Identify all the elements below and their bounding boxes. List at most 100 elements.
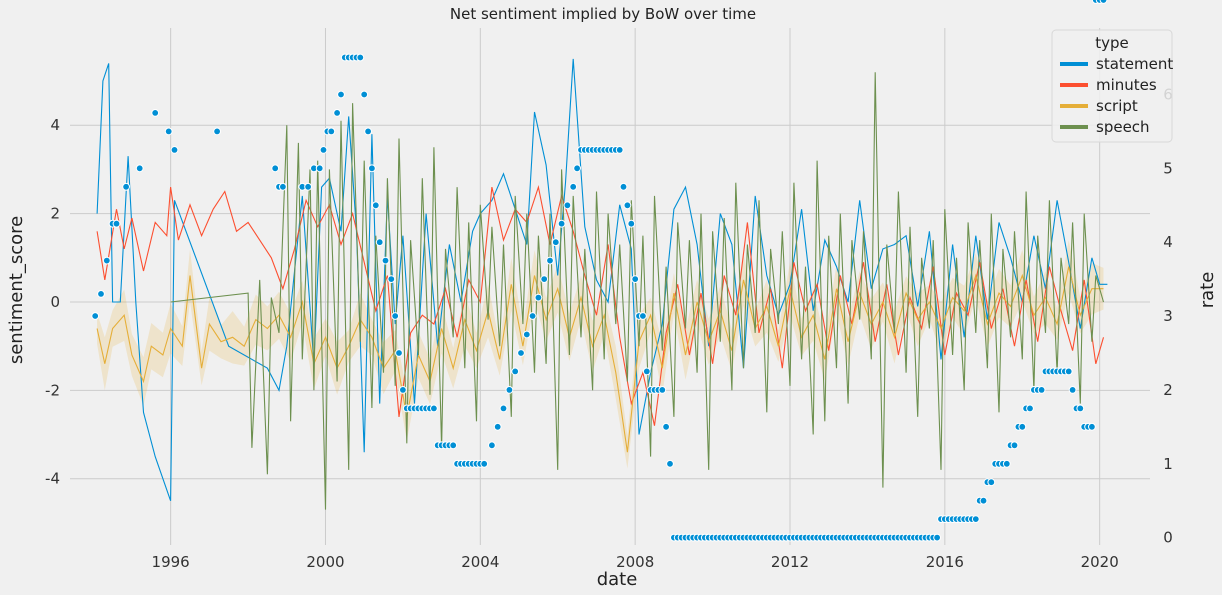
rate-point (381, 256, 390, 265)
rate-markers (91, 0, 1108, 542)
rate-point (631, 275, 640, 284)
rate-point (112, 219, 121, 228)
rate-point (368, 164, 376, 173)
rate-point (327, 127, 336, 136)
rate-point (430, 404, 438, 413)
y2-tick-label: 2 (1163, 381, 1173, 399)
rate-point (1037, 386, 1046, 394)
x-tick-label: 2020 (1081, 553, 1119, 571)
series-lines (96, 58, 1108, 510)
rate-point (619, 182, 628, 191)
rate-point (528, 312, 537, 320)
rate-point (170, 146, 179, 154)
x-tick-label: 2000 (306, 553, 344, 571)
y-tick-label: -4 (45, 470, 60, 488)
y2-tick-label: 5 (1163, 159, 1173, 177)
rate-point (399, 386, 407, 394)
y2-tick-label: 3 (1163, 307, 1173, 325)
legend-box (1051, 29, 1173, 143)
rate-point (971, 515, 980, 523)
rate-point (213, 127, 222, 136)
rate-point (135, 164, 144, 173)
x-tick-label: 2004 (461, 553, 499, 571)
rate-point (546, 256, 554, 265)
rate-point (627, 219, 636, 228)
y2-tick-label: 4 (1163, 233, 1173, 251)
y-tick-label: 0 (50, 293, 60, 311)
y-tick-label: 4 (50, 116, 60, 134)
statement-series-line (96, 58, 1108, 501)
chart-title: Net sentiment implied by BoW over time (450, 5, 756, 23)
legend-label-statement: statement (1096, 55, 1173, 73)
rate-point (666, 459, 674, 468)
legend-title: type (1095, 34, 1129, 52)
rate-point (573, 164, 581, 173)
y-tick-label: -2 (45, 381, 60, 399)
speech-series-line (170, 72, 1105, 510)
rate-point (1064, 367, 1073, 376)
rate-point (979, 496, 988, 505)
x-tick-label: 1996 (152, 553, 190, 571)
legend-label-script: script (1096, 97, 1138, 115)
rate-point (987, 478, 996, 487)
rate-point (1026, 404, 1034, 413)
rate-point (360, 90, 369, 99)
axes: 1996 2000 2004 2008 2012 2016 2020 -4 -2 0 2 4 0 1 2 3 4… (45, 85, 1173, 571)
rate-point (319, 146, 328, 154)
rate-point (371, 201, 380, 210)
rate-point (333, 109, 342, 117)
legend-label-minutes: minutes (1096, 76, 1157, 94)
rate-point (662, 422, 670, 431)
y-tick-label: 2 (50, 205, 60, 223)
rate-point (522, 330, 531, 339)
y2-axis-label: rate (1197, 272, 1218, 309)
rate-point (151, 109, 160, 117)
rate-point (534, 293, 543, 302)
rate-point (364, 127, 373, 136)
rate-point (304, 182, 313, 191)
rate-point (164, 127, 173, 136)
y2-tick-label: 1 (1163, 455, 1173, 473)
x-tick-label: 2012 (771, 553, 809, 571)
rate-point (480, 459, 489, 468)
rate-point (517, 349, 525, 357)
x-tick-label: 2016 (926, 553, 964, 571)
rate-point (1088, 422, 1096, 431)
rate-point (391, 312, 400, 320)
rate-point (395, 349, 403, 357)
y-axis-label: sentiment_score (6, 216, 27, 364)
rate-point (356, 53, 365, 62)
rate-point (511, 367, 520, 376)
rate-point (1010, 441, 1019, 450)
x-tick-label: 2008 (616, 553, 654, 571)
x-axis-label: date (597, 569, 638, 590)
rate-point (642, 367, 651, 376)
rate-point (615, 146, 624, 154)
rate-point (91, 312, 100, 320)
grid (70, 28, 1150, 545)
rate-point (375, 238, 384, 247)
rate-point (1099, 0, 1108, 4)
script-series-line (96, 266, 1104, 453)
rate-point (279, 182, 287, 191)
rate-point (122, 182, 130, 191)
rate-point (97, 290, 105, 298)
rate-point (488, 441, 496, 450)
rate-point (551, 238, 560, 247)
rate-point (449, 441, 458, 450)
rate-point (499, 404, 508, 413)
legend: type statement minutes script speech (1051, 29, 1173, 143)
rate-point (387, 275, 396, 284)
rate-point (1076, 404, 1085, 413)
rate-point (557, 219, 566, 228)
rate-point (569, 182, 578, 191)
legend-label-speech: speech (1096, 118, 1150, 136)
rate-point (102, 256, 111, 265)
rate-point (933, 533, 941, 542)
rate-point (1068, 386, 1077, 394)
rate-point (337, 90, 345, 99)
rate-point (505, 386, 514, 394)
rate-point (1018, 422, 1027, 431)
rate-point (493, 422, 502, 431)
